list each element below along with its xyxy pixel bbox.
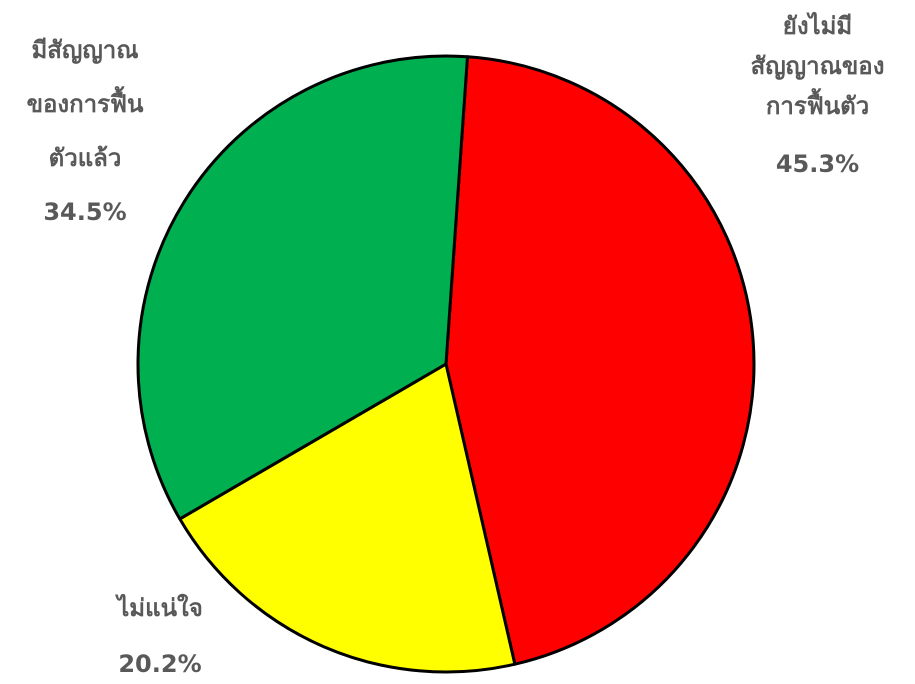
slice-label-not-yet-recovering: ยังไม่มี สัญญาณของ การฟื้นตัว 45.3% [750, 12, 885, 178]
pie-slice-recovering [136, 54, 469, 521]
pie-slice-not-sure [178, 362, 517, 674]
slice-label-not-sure: ไม่แน่ใจ 20.2% [117, 594, 203, 678]
pie-slice-not-yet-recovering [444, 55, 756, 666]
pie-slices [136, 54, 756, 674]
slice-label-recovering: มีสัญญาณ ของการฟื้น ตัวแล้ว 34.5% [26, 36, 144, 226]
